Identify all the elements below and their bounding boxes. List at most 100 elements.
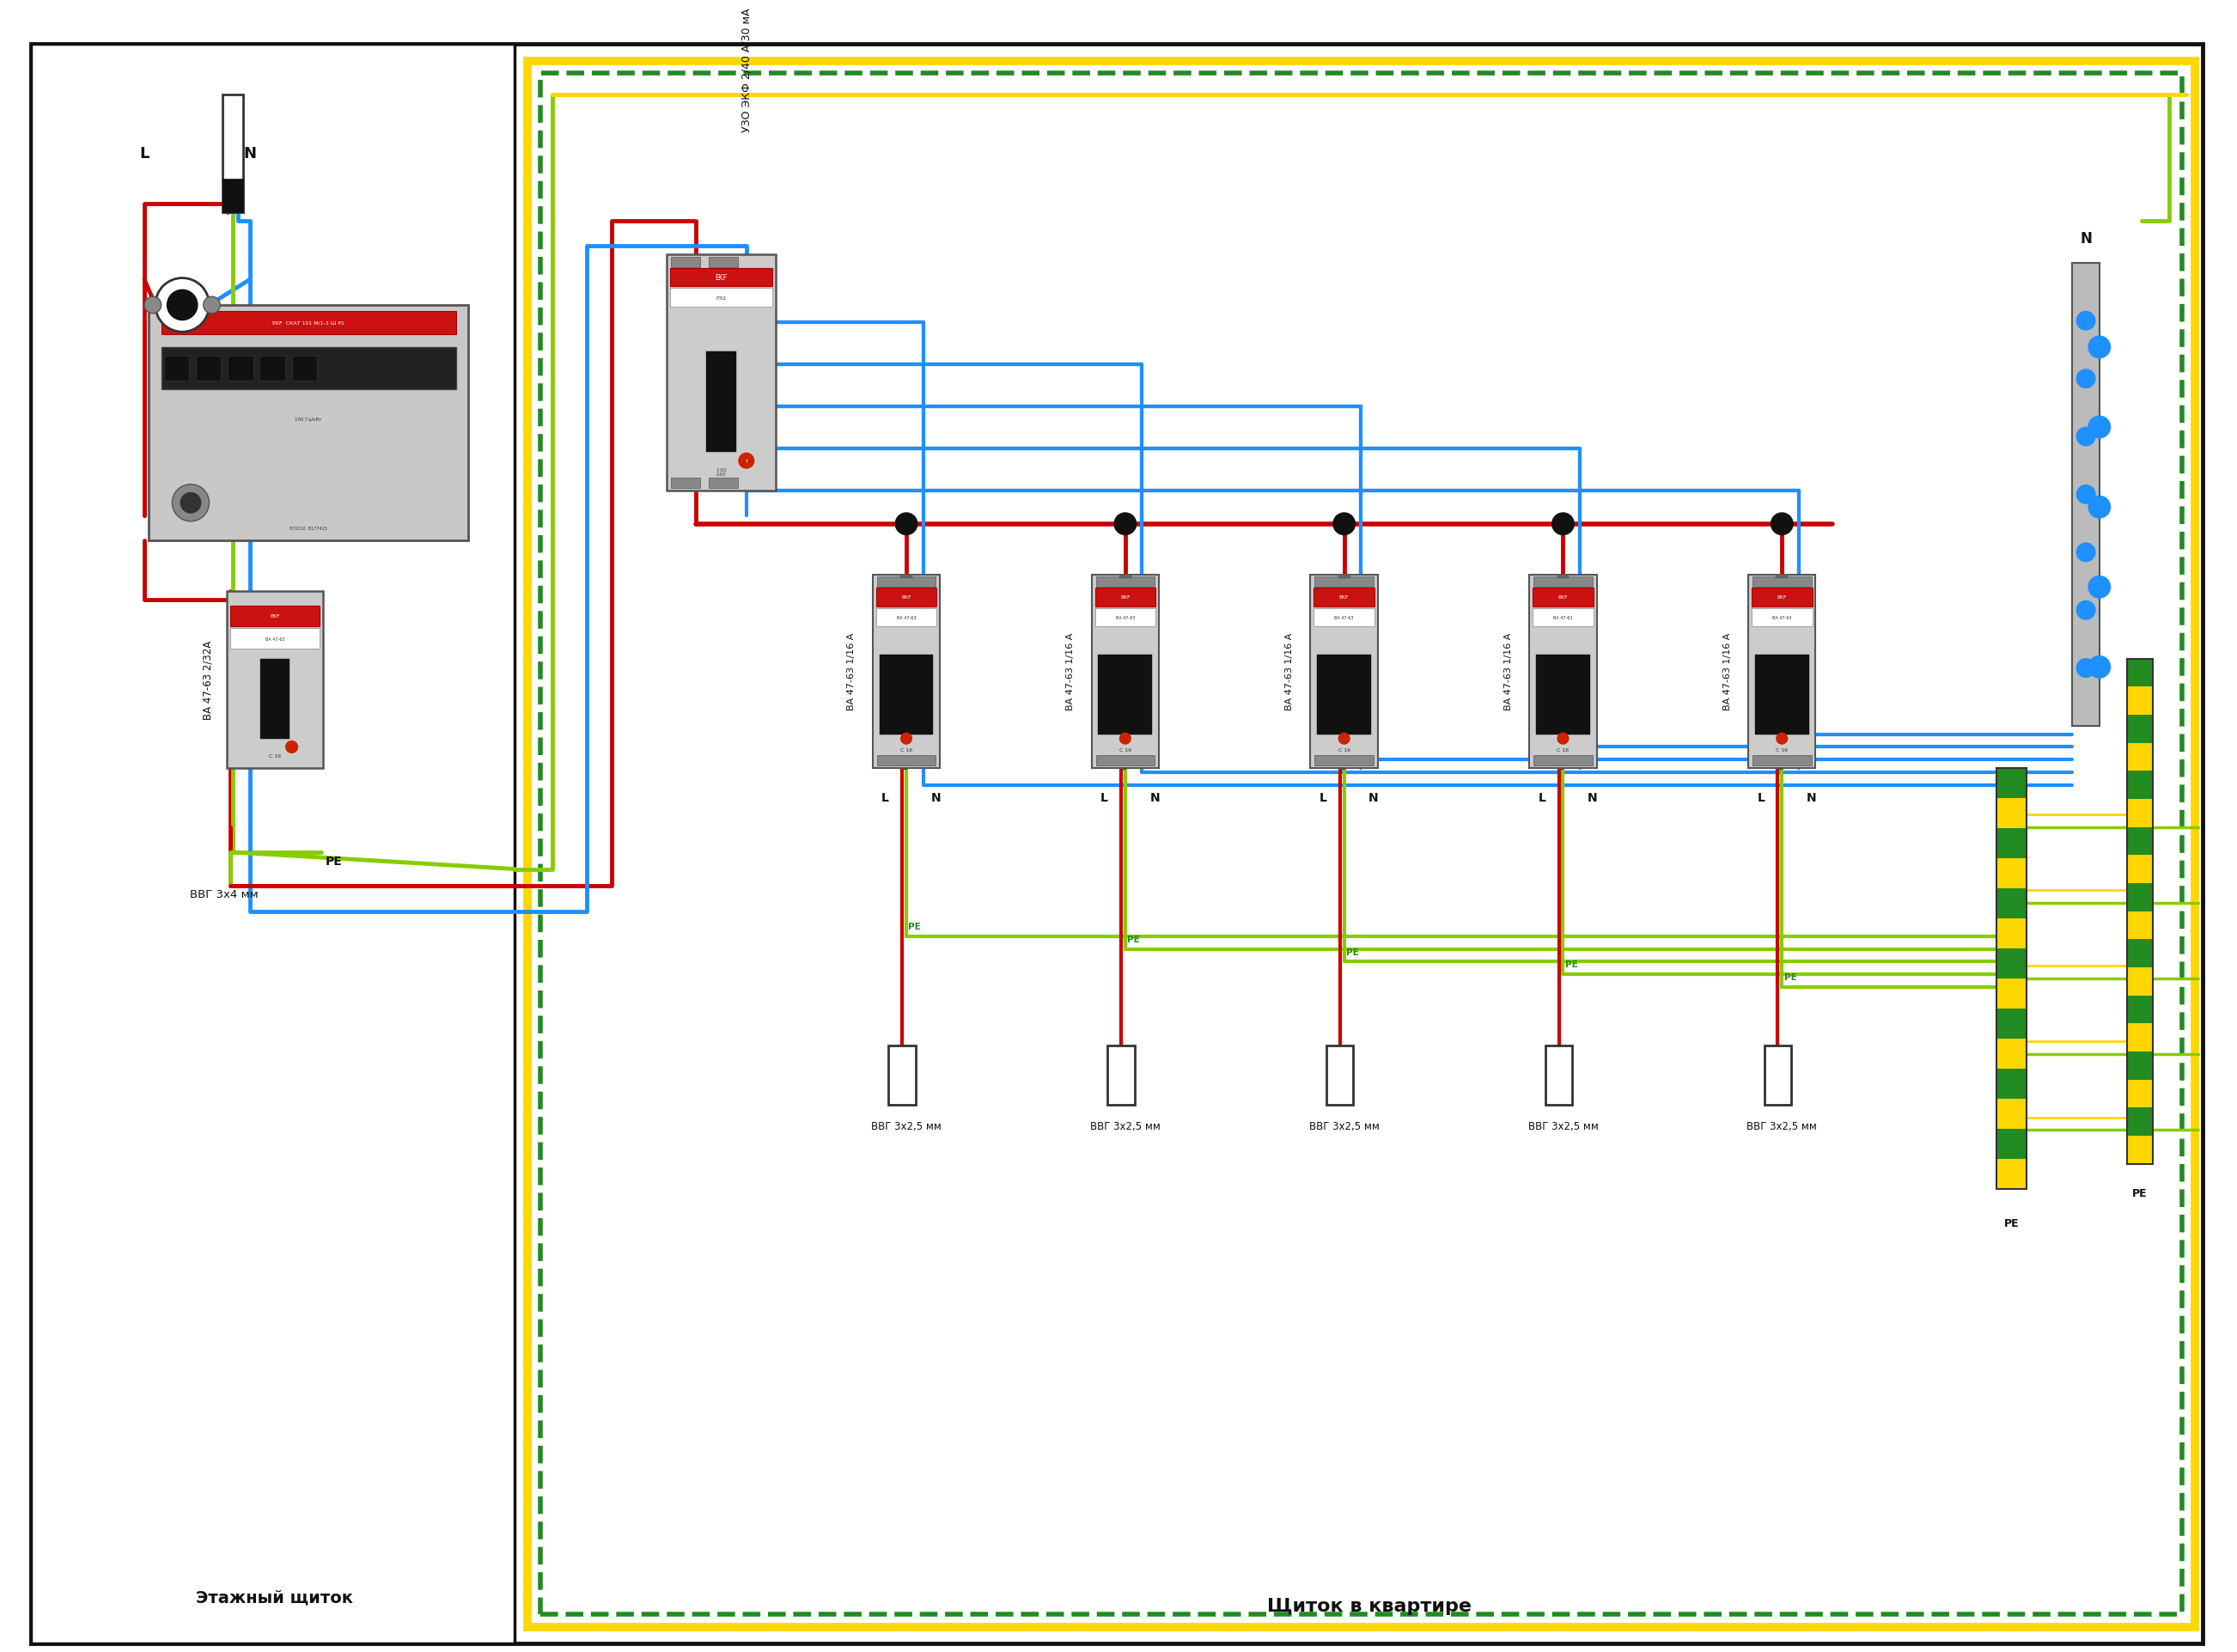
- Circle shape: [2089, 497, 2109, 519]
- Bar: [1776, 575, 1787, 580]
- Text: N: N: [1369, 791, 1378, 805]
- Text: ВА 47-63: ВА 47-63: [266, 636, 284, 641]
- Bar: [1998, 1039, 2027, 1069]
- Bar: [1752, 757, 1812, 767]
- Circle shape: [1338, 733, 1349, 745]
- Circle shape: [2089, 416, 2109, 438]
- Text: EKF: EKF: [271, 615, 280, 618]
- Bar: [1535, 757, 1593, 767]
- Text: N: N: [1588, 791, 1597, 805]
- Bar: [148, 306, 468, 542]
- Text: ВА 47-63: ВА 47-63: [1552, 616, 1573, 620]
- Bar: [31, 45, 515, 1644]
- Bar: [707, 352, 736, 453]
- Bar: [230, 606, 320, 628]
- Text: 100 Гц/кВт: 100 Гц/кВт: [295, 416, 322, 421]
- Bar: [224, 96, 244, 213]
- Bar: [197, 357, 221, 382]
- Bar: [1998, 1069, 2027, 1099]
- Text: PE: PE: [1347, 948, 1358, 957]
- Bar: [1752, 578, 1812, 588]
- Bar: [709, 258, 738, 268]
- Bar: [1998, 829, 2027, 859]
- Bar: [1998, 889, 2027, 919]
- Bar: [1998, 1160, 2027, 1189]
- Bar: [2127, 1024, 2152, 1052]
- Bar: [2127, 996, 2152, 1024]
- Bar: [1752, 588, 1812, 606]
- Bar: [291, 357, 318, 382]
- Bar: [2127, 715, 2152, 743]
- Circle shape: [2076, 370, 2096, 388]
- Text: N: N: [1807, 791, 1816, 805]
- Bar: [1557, 575, 1568, 580]
- Text: 870210  В177415: 870210 В177415: [291, 527, 327, 530]
- Bar: [1096, 578, 1154, 588]
- Bar: [539, 74, 2181, 1614]
- Circle shape: [2076, 601, 2096, 620]
- Text: ВВГ 3х2,5 мм: ВВГ 3х2,5 мм: [1528, 1120, 1597, 1132]
- Bar: [872, 575, 940, 768]
- Bar: [2127, 771, 2152, 800]
- Bar: [1315, 578, 1374, 588]
- Text: EKF: EKF: [1340, 595, 1349, 600]
- Bar: [888, 1046, 915, 1105]
- Text: ВА 47-63: ВА 47-63: [1116, 616, 1134, 620]
- Circle shape: [168, 291, 197, 320]
- Bar: [1313, 608, 1374, 628]
- Text: EKF: EKF: [902, 595, 910, 600]
- Bar: [1107, 1046, 1134, 1105]
- Bar: [1998, 948, 2027, 978]
- Bar: [671, 258, 700, 268]
- Bar: [902, 575, 913, 580]
- Text: PE: PE: [908, 922, 922, 932]
- Bar: [877, 757, 935, 767]
- Bar: [1094, 588, 1157, 606]
- Bar: [2127, 1137, 2152, 1165]
- Text: T: T: [745, 459, 747, 464]
- Bar: [2127, 687, 2152, 715]
- Circle shape: [2076, 428, 2096, 446]
- Circle shape: [172, 484, 210, 522]
- Text: PE: PE: [1566, 960, 1577, 968]
- Circle shape: [2076, 312, 2096, 330]
- Bar: [230, 629, 320, 649]
- Bar: [163, 357, 188, 382]
- Bar: [671, 477, 700, 489]
- Bar: [1313, 588, 1374, 606]
- Text: ВВГ 3х2,5 мм: ВВГ 3х2,5 мм: [1309, 1120, 1380, 1132]
- Bar: [2127, 1080, 2152, 1108]
- Text: EKF: EKF: [1557, 595, 1568, 600]
- Text: ВВГ 3х2,5 мм: ВВГ 3х2,5 мм: [1747, 1120, 1816, 1132]
- Bar: [1530, 575, 1597, 768]
- Bar: [528, 61, 2194, 1627]
- Text: C 16: C 16: [899, 748, 913, 752]
- Text: L: L: [1539, 791, 1546, 805]
- Bar: [2127, 940, 2152, 968]
- Bar: [2127, 912, 2152, 940]
- Circle shape: [1557, 733, 1568, 745]
- Bar: [161, 347, 456, 390]
- Circle shape: [1552, 514, 1575, 535]
- Text: N: N: [931, 791, 942, 805]
- Bar: [1998, 798, 2027, 829]
- Bar: [1765, 1046, 1792, 1105]
- Text: ВА 47-63 1/16 А: ВА 47-63 1/16 А: [1284, 633, 1293, 710]
- Bar: [1998, 978, 2027, 1009]
- Text: C 16: C 16: [1776, 748, 1787, 752]
- Text: PE: PE: [1785, 973, 1796, 981]
- Text: C 16: C 16: [1118, 748, 1132, 752]
- Text: PE: PE: [324, 856, 342, 867]
- Bar: [2071, 264, 2098, 727]
- Bar: [2127, 659, 2152, 1165]
- Bar: [1752, 608, 1812, 628]
- Bar: [1532, 588, 1593, 606]
- Bar: [1311, 575, 1378, 768]
- Bar: [259, 357, 284, 382]
- Bar: [669, 269, 772, 287]
- Text: Щиток в квартире: Щиток в квартире: [1266, 1597, 1472, 1614]
- Bar: [1535, 578, 1593, 588]
- Circle shape: [1121, 733, 1130, 745]
- Circle shape: [2089, 337, 2109, 358]
- Bar: [1327, 1046, 1353, 1105]
